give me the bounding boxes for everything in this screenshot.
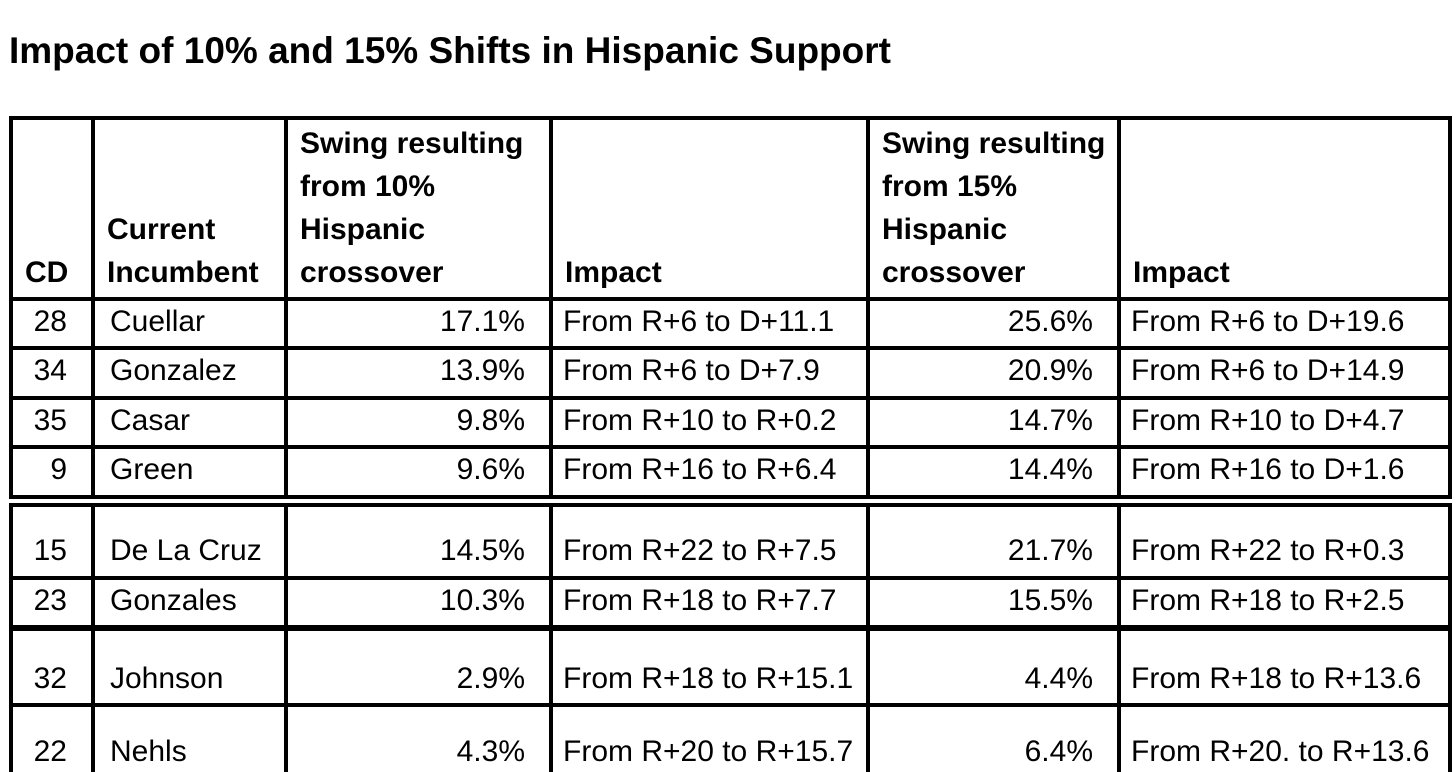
cell-impact10: From R+6 to D+7.9 [549, 346, 870, 400]
cell-impact15: From R+18 to R+2.5 [1117, 575, 1452, 632]
header-row: CD Current Incumbent Swing resulting fro… [9, 115, 1452, 301]
cell-swing10: 9.8% [284, 395, 553, 450]
table-row: 34 Gonzalez 13.9% From R+6 to D+7.9 20.9% Fro… [9, 346, 1452, 400]
header-impact-10: Impact [549, 115, 870, 301]
header-cd: CD [9, 115, 95, 301]
cell-cd: 9 [9, 445, 95, 507]
cell-impact15: From R+6 to D+14.9 [1117, 346, 1452, 400]
cell-cd: 34 [9, 346, 95, 400]
cell-impact10: From R+18 to R+7.7 [549, 575, 870, 632]
cell-incumbent: Gonzalez [91, 346, 288, 400]
cell-cd: 28 [9, 296, 95, 351]
header-incumbent: Current Incumbent [91, 115, 288, 301]
cell-impact10: From R+18 to R+15.1 [549, 626, 870, 708]
cell-incumbent: Gonzales [91, 575, 288, 632]
cell-incumbent: Green [91, 445, 288, 507]
cell-swing10: 9.6% [284, 445, 553, 507]
cell-impact10: From R+6 to D+11.1 [549, 296, 870, 351]
cell-swing10: 2.9% [284, 626, 553, 708]
table-row: 32 Johnson 2.9% From R+18 to R+15.1 4.4% From… [9, 626, 1452, 708]
cell-impact15: From R+18 to R+13.6 [1117, 626, 1452, 708]
cell-cd: 23 [9, 575, 95, 632]
page: Impact of 10% and 15% Shifts in Hispanic… [0, 30, 1456, 772]
cell-impact15: From R+16 to D+1.6 [1117, 445, 1452, 507]
impact-table: CD Current Incumbent Swing resulting fro… [9, 115, 1452, 772]
cell-impact15: From R+20. to R+13.6 [1117, 703, 1452, 772]
cell-swing15: 14.4% [866, 445, 1121, 507]
header-swing-10: Swing resulting from 10% Hispanic crosso… [284, 115, 553, 301]
cell-incumbent: De La Cruz [91, 498, 288, 580]
cell-swing10: 10.3% [284, 575, 553, 632]
cell-impact10: From R+10 to R+0.2 [549, 395, 870, 450]
cell-swing15: 15.5% [866, 575, 1121, 632]
cell-swing15: 20.9% [866, 346, 1121, 400]
cell-swing15: 4.4% [866, 626, 1121, 708]
cell-incumbent: Cuellar [91, 296, 288, 351]
table-header: CD Current Incumbent Swing resulting fro… [9, 115, 1452, 301]
cell-cd: 32 [9, 626, 95, 708]
cell-incumbent: Casar [91, 395, 288, 450]
cell-cd: 15 [9, 498, 95, 580]
table-row: 23 Gonzales 10.3% From R+18 to R+7.7 15.5% Fr… [9, 575, 1452, 632]
table-row: 28 Cuellar 17.1% From R+6 to D+11.1 25.6% Fro… [9, 296, 1452, 351]
cell-impact10: From R+22 to R+7.5 [549, 498, 870, 580]
table-body: 28 Cuellar 17.1% From R+6 to D+11.1 25.6% Fro… [9, 296, 1452, 772]
cell-cd: 35 [9, 395, 95, 450]
cell-incumbent: Johnson [91, 626, 288, 708]
cell-swing10: 17.1% [284, 296, 553, 351]
cell-swing15: 6.4% [866, 703, 1121, 772]
cell-impact15: From R+22 to R+0.3 [1117, 498, 1452, 580]
cell-swing10: 13.9% [284, 346, 553, 400]
table-row: 22 Nehls 4.3% From R+20 to R+15.7 6.4% From R… [9, 703, 1452, 772]
cell-impact10: From R+16 to R+6.4 [549, 445, 870, 507]
cell-swing10: 14.5% [284, 498, 553, 580]
cell-swing15: 14.7% [866, 395, 1121, 450]
cell-impact10: From R+20 to R+15.7 [549, 703, 870, 772]
table-row: 35 Casar 9.8% From R+10 to R+0.2 14.7% From R… [9, 395, 1452, 450]
header-swing-15: Swing resulting from 15% Hispanic crosso… [866, 115, 1121, 301]
table-row: 15 De La Cruz 14.5% From R+22 to R+7.5 21.7%… [9, 498, 1452, 580]
cell-impact15: From R+6 to D+19.6 [1117, 296, 1452, 351]
cell-swing15: 21.7% [866, 498, 1121, 580]
cell-cd: 22 [9, 703, 95, 772]
cell-swing15: 25.6% [866, 296, 1121, 351]
header-impact-15: Impact [1117, 115, 1452, 301]
cell-swing10: 4.3% [284, 703, 553, 772]
page-title: Impact of 10% and 15% Shifts in Hispanic… [9, 30, 891, 71]
table-row: 9 Green 9.6% From R+16 to R+6.4 14.4% From R+… [9, 445, 1452, 507]
cell-impact15: From R+10 to D+4.7 [1117, 395, 1452, 450]
cell-incumbent: Nehls [91, 703, 288, 772]
